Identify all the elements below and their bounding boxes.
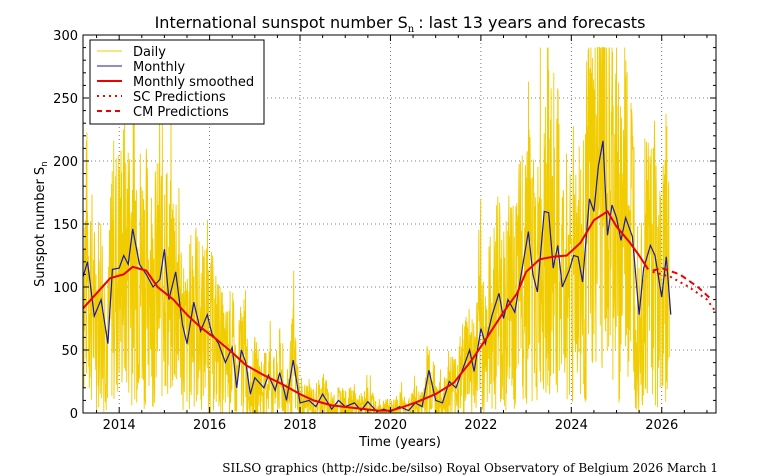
legend-label: CM Predictions bbox=[133, 105, 229, 120]
y-tick-label: 0 bbox=[70, 407, 78, 422]
smoothed-series-line bbox=[82, 209, 650, 412]
y-tick-label: 100 bbox=[53, 281, 78, 296]
legend-label: Monthly smoothed bbox=[133, 75, 254, 90]
x-tick-label: 2026 bbox=[645, 418, 678, 433]
x-tick-label: 2022 bbox=[464, 418, 497, 433]
y-tick-label: 150 bbox=[53, 218, 78, 233]
x-tick-label: 2014 bbox=[103, 418, 136, 433]
x-tick-label: 2016 bbox=[193, 418, 226, 433]
legend-label: Daily bbox=[133, 45, 166, 60]
x-axis-label: Time (years) bbox=[358, 435, 441, 450]
y-axis-label: Sunspot number Sn bbox=[33, 161, 50, 287]
sc-predictions-line bbox=[652, 270, 717, 313]
legend-label: Monthly bbox=[133, 60, 185, 75]
chart-title: International sunspot number Sn: last 13… bbox=[155, 13, 646, 35]
footer-credit: SILSO graphics (http://sidc.be/silso) Ro… bbox=[222, 461, 718, 475]
y-tick-label: 200 bbox=[53, 155, 78, 170]
x-tick-label: 2018 bbox=[283, 418, 316, 433]
x-tick-label: 2024 bbox=[555, 418, 588, 433]
legend-label: SC Predictions bbox=[133, 90, 226, 105]
x-tick-label: 2020 bbox=[374, 418, 407, 433]
y-tick-label: 50 bbox=[61, 344, 78, 359]
y-tick-label: 250 bbox=[53, 92, 78, 107]
y-tick-label: 300 bbox=[53, 29, 78, 44]
